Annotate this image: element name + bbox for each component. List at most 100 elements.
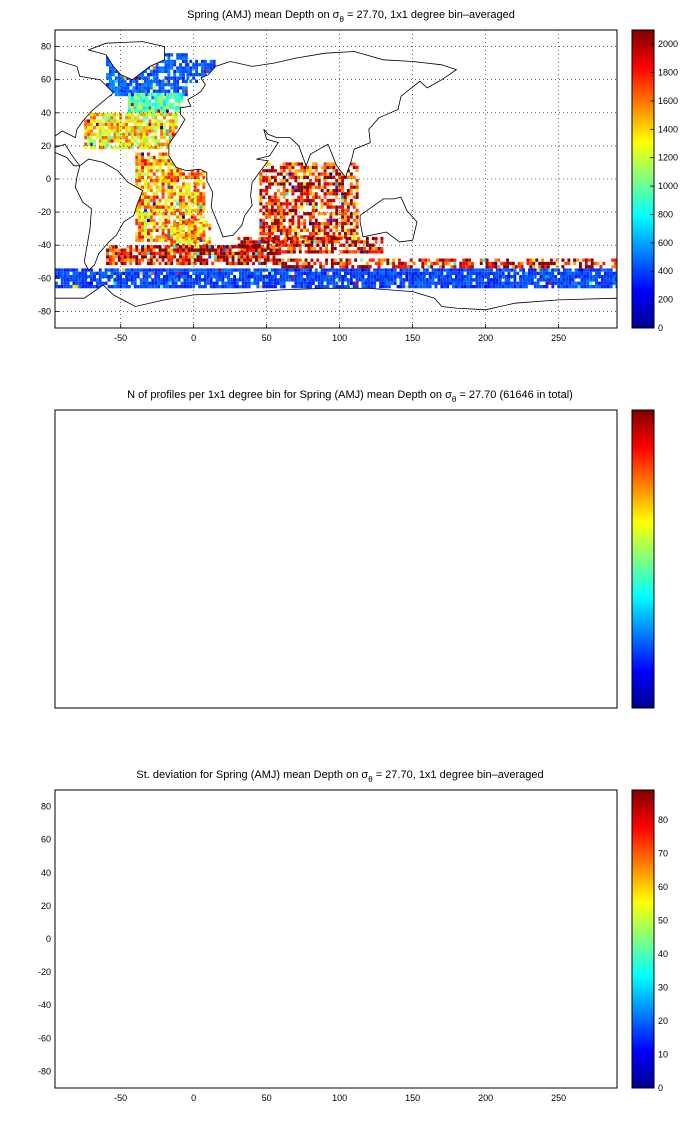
data-cell: [101, 132, 105, 136]
data-cell: [203, 285, 207, 289]
data-cell: [203, 59, 207, 64]
data-cell: [522, 271, 525, 275]
data-cell: [87, 136, 90, 140]
data-cell: [297, 198, 301, 203]
data-cell: [228, 248, 232, 252]
data-cell: [202, 220, 206, 224]
data-cell: [208, 227, 212, 231]
data-cell: [155, 73, 159, 77]
data-cell: [237, 245, 241, 249]
data-cell: [349, 192, 353, 196]
data-cell: [428, 275, 432, 279]
data-cell: [265, 225, 269, 229]
data-cell: [271, 202, 274, 206]
data-cell: [279, 271, 283, 275]
data-cell: [95, 285, 99, 289]
data-cell: [158, 175, 162, 179]
data-cell: [98, 136, 102, 140]
data-cell: [109, 69, 112, 73]
data-cell: [126, 245, 130, 249]
data-cell: [284, 250, 288, 254]
data-cell: [241, 285, 245, 289]
data-cell: [155, 185, 159, 189]
data-cell: [157, 268, 161, 272]
data-cell: [193, 175, 197, 179]
data-cell: [163, 126, 166, 130]
data-cell: [358, 278, 362, 282]
data-cell: [345, 236, 349, 241]
data-cell: [501, 271, 505, 275]
data-cell: [428, 278, 432, 282]
data-cell: [110, 116, 114, 120]
data-cell: [203, 268, 207, 272]
data-cell: [384, 268, 388, 272]
data-cell: [161, 258, 165, 262]
data-cell: [548, 275, 552, 279]
data-cell: [434, 285, 438, 289]
data-cell: [147, 83, 150, 87]
data-cell: [190, 192, 194, 196]
data-cell: [285, 238, 289, 242]
data-cell: [167, 192, 171, 196]
data-cell: [106, 261, 109, 266]
data-cell: [81, 271, 85, 275]
data-cell: [271, 278, 274, 282]
data-cell: [84, 145, 88, 150]
data-cell: [319, 265, 323, 269]
data-cell: [262, 228, 266, 232]
data-cell: [184, 245, 188, 249]
data-cell: [93, 132, 96, 136]
data-cell: [228, 245, 232, 249]
data-cell: [193, 251, 197, 256]
data-cell: [147, 159, 150, 163]
data-cell: [519, 278, 523, 282]
data-cell: [265, 275, 269, 279]
data-cell: [265, 281, 269, 285]
data-cell: [141, 155, 144, 160]
data-cell: [401, 265, 404, 269]
data-cell: [275, 240, 279, 244]
data-cell: [141, 222, 144, 226]
data-cell: [122, 122, 125, 126]
data-cell: [196, 175, 200, 179]
data-cell: [590, 258, 594, 262]
data-cell: [128, 268, 131, 272]
data-cell: [460, 271, 464, 275]
data-cell: [358, 268, 362, 272]
data-cell: [161, 169, 165, 173]
data-cell: [177, 99, 181, 103]
data-cell: [122, 285, 125, 289]
data-cell: [182, 198, 185, 203]
data-cell: [243, 248, 247, 252]
data-cell: [176, 248, 180, 252]
data-cell: [307, 265, 311, 269]
data-cell: [300, 202, 304, 206]
data-cell: [157, 271, 161, 275]
data-cell: [452, 278, 455, 282]
data-cell: [332, 238, 336, 242]
data-cell: [279, 172, 283, 176]
data-cell: [109, 258, 112, 262]
data-cell: [297, 225, 301, 229]
data-cell: [419, 281, 423, 285]
data-cell: [164, 69, 168, 73]
data-cell: [411, 278, 415, 282]
data-cell: [379, 275, 382, 279]
data-cell: [90, 142, 93, 146]
data-cell: [306, 278, 309, 282]
data-cell: [262, 222, 266, 226]
data-cell: [171, 106, 175, 110]
data-cell: [269, 236, 273, 241]
data-cell: [257, 261, 261, 266]
data-cell: [165, 271, 169, 275]
data-cell: [214, 251, 217, 256]
data-cell: [279, 232, 283, 236]
data-cell: [125, 281, 128, 285]
data-cell: [274, 225, 277, 229]
data-cell: [274, 285, 277, 289]
data-cell: [346, 205, 350, 209]
data-cell: [290, 246, 293, 251]
data-cell: [411, 271, 415, 275]
data-cell: [182, 233, 185, 237]
data-cell: [335, 228, 339, 232]
